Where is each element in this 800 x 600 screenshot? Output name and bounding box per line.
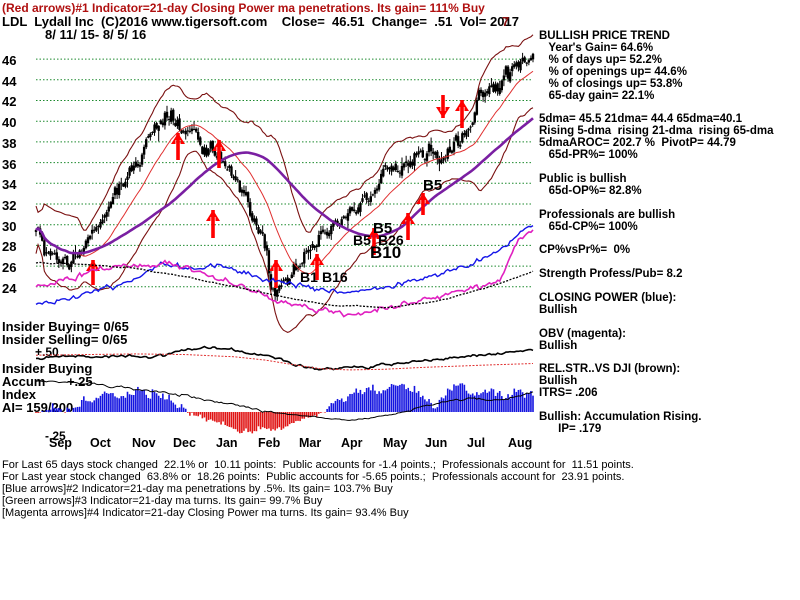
svg-text:B10: B10 [370,243,401,262]
svg-text:B5: B5 [423,177,442,194]
svg-text:B16: B16 [322,269,348,285]
svg-text:B1: B1 [300,269,318,285]
svg-text:B5: B5 [353,232,371,248]
